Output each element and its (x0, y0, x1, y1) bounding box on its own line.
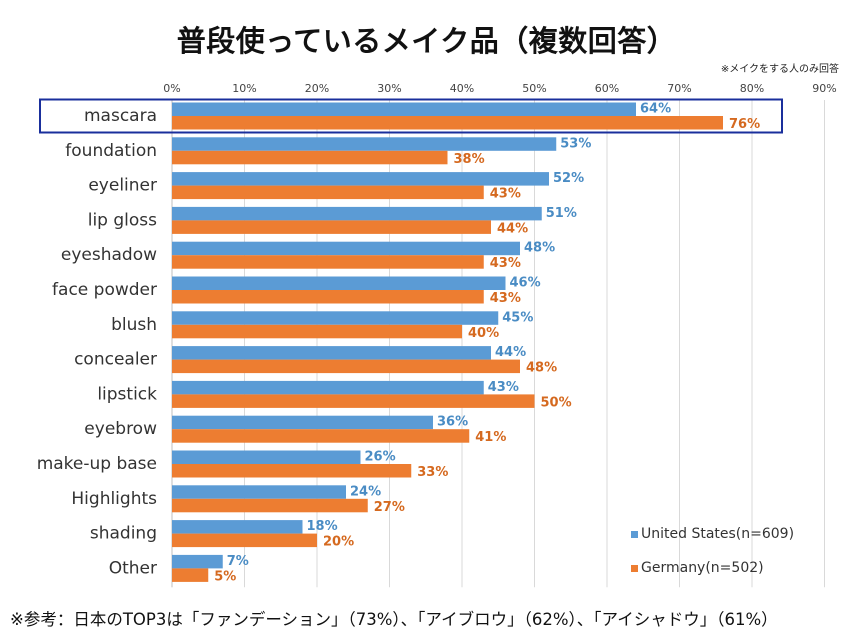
highlight-box (39, 98, 783, 134)
bar-united-states (172, 102, 636, 116)
data-label-united-states: 45% (502, 310, 533, 325)
bar-united-states (172, 311, 499, 325)
category-label: eyebrow (84, 419, 157, 439)
bar-united-states (172, 206, 542, 221)
data-label-united-states: 64% (640, 102, 671, 117)
data-label-germany: 43% (490, 256, 521, 271)
bar-germany (172, 498, 368, 513)
x-tick-label: 90% (812, 82, 836, 95)
data-label-germany: 43% (490, 291, 521, 306)
data-label-united-states: 43% (488, 380, 519, 395)
bar-germany (172, 568, 209, 582)
data-label-germany: 27% (374, 500, 405, 515)
category-label: Other (109, 558, 157, 578)
data-label-germany: 43% (490, 187, 521, 202)
data-label-united-states: 52% (553, 171, 584, 186)
bar-united-states (172, 554, 223, 569)
bar-germany (172, 185, 484, 200)
x-tick-label: 0% (163, 82, 180, 95)
bar-germany (172, 464, 412, 478)
category-label: foundation (65, 141, 157, 161)
legend-united-states-swatch (631, 531, 638, 538)
bar-united-states (172, 380, 484, 395)
chart-title: 普段使っているメイク品（複数回答） (176, 24, 677, 58)
legend-germany-swatch (631, 565, 638, 572)
category-label: make-up base (37, 454, 157, 474)
data-label-germany: 50% (541, 395, 572, 410)
x-tick-label: 60% (595, 82, 619, 95)
category-label: lipstick (97, 384, 157, 404)
bar-united-states (172, 346, 491, 360)
data-label-germany: 33% (417, 465, 448, 480)
data-label-germany: 40% (468, 326, 499, 341)
data-label-united-states: 36% (437, 415, 468, 430)
bar-united-states (172, 137, 557, 151)
bar-germany (172, 394, 535, 408)
category-label: mascara (84, 106, 157, 126)
data-label-germany: 38% (454, 152, 485, 167)
bar-germany (172, 359, 520, 374)
bar-germany (172, 116, 723, 130)
bar-germany (172, 150, 448, 165)
bar-united-states (172, 415, 433, 430)
data-label-united-states: 7% (227, 554, 249, 569)
data-label-united-states: 46% (510, 276, 541, 291)
respondent-note: ※メイクをする人のみ回答 (720, 64, 839, 75)
data-label-germany: 5% (214, 569, 236, 584)
data-label-germany: 41% (475, 430, 506, 445)
data-label-united-states: 24% (350, 484, 381, 499)
bar-germany (172, 290, 484, 304)
x-tick-label: 30% (377, 82, 401, 95)
bar-united-states (172, 450, 361, 464)
data-label-united-states: 18% (307, 519, 338, 534)
category-label: concealer (74, 350, 157, 370)
data-label-germany: 20% (323, 535, 354, 550)
bar-germany (172, 255, 484, 269)
legend-germany-label: Germany(n=502) (641, 560, 764, 576)
data-label-united-states: 26% (365, 450, 396, 465)
bar-germany (172, 533, 317, 548)
x-tick-label: 10% (232, 82, 256, 95)
legend-united-states-label: United States(n=609) (641, 526, 794, 542)
x-tick-label: 70% (667, 82, 691, 95)
bar-united-states (172, 241, 520, 256)
category-label: face powder (52, 280, 157, 300)
category-label: Highlights (71, 489, 157, 509)
data-label-germany: 48% (526, 361, 557, 376)
bar-united-states (172, 520, 303, 534)
data-label-germany: 76% (729, 117, 760, 132)
data-label-germany: 44% (497, 221, 528, 236)
bar-united-states (172, 172, 549, 186)
category-label: lip gloss (88, 210, 157, 230)
data-label-united-states: 48% (524, 241, 555, 256)
x-tick-label: 50% (522, 82, 546, 95)
bar-germany (172, 220, 491, 234)
bar-germany (172, 429, 470, 443)
category-label: eyeliner (88, 176, 157, 196)
data-label-united-states: 51% (546, 206, 577, 221)
x-tick-label: 80% (740, 82, 764, 95)
category-label: eyeshadow (61, 245, 157, 265)
bar-germany (172, 324, 462, 339)
data-label-united-states: 44% (495, 345, 526, 360)
x-tick-label: 20% (305, 82, 329, 95)
category-label: blush (111, 315, 157, 335)
x-tick-label: 40% (450, 82, 474, 95)
footnote: ※参考：日本のTOP3は「ファンデーション」（73%）、「アイブロウ」（62%）… (10, 610, 778, 629)
category-label: shading (90, 524, 157, 544)
data-label-united-states: 53% (560, 136, 591, 151)
bar-united-states (172, 485, 346, 499)
bar-united-states (172, 276, 506, 290)
